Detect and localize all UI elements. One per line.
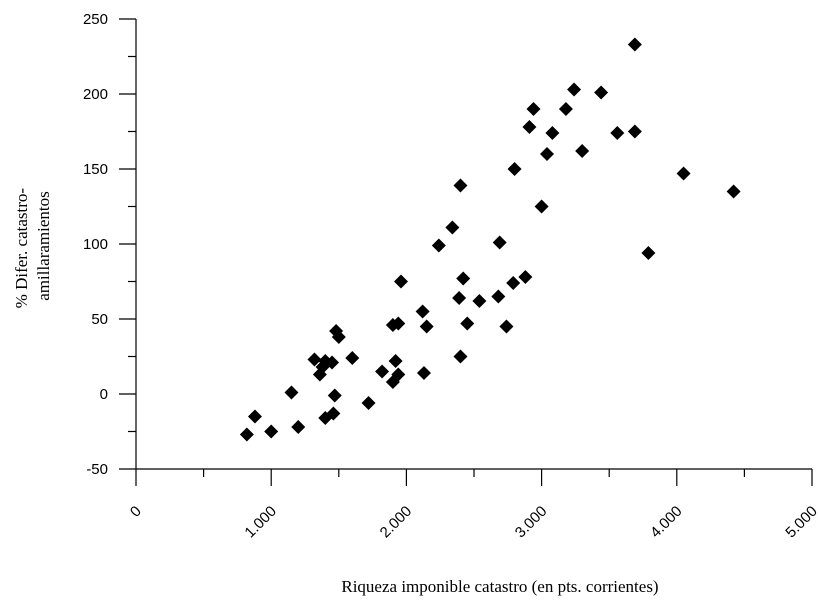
data-point bbox=[627, 124, 642, 139]
data-point bbox=[325, 355, 340, 370]
data-point bbox=[415, 304, 430, 319]
y-tick-label: 100 bbox=[83, 236, 108, 253]
data-point bbox=[453, 349, 468, 364]
y-tick-label: 0 bbox=[100, 386, 108, 403]
data-point bbox=[345, 351, 360, 365]
data-point bbox=[393, 274, 408, 289]
x-tick-label: 1.000 bbox=[241, 503, 280, 542]
data-point bbox=[431, 238, 446, 253]
data-point bbox=[610, 126, 625, 140]
data-point bbox=[388, 354, 403, 368]
data-point bbox=[558, 102, 573, 116]
y-tick-label: -50 bbox=[86, 461, 108, 478]
x-tick-label: 3.000 bbox=[512, 503, 551, 542]
data-point bbox=[594, 85, 609, 100]
y-tick-label: 200 bbox=[83, 86, 108, 103]
x-tick-label: 0 bbox=[127, 503, 145, 521]
data-point bbox=[307, 352, 322, 367]
data-point bbox=[522, 120, 537, 134]
data-point bbox=[391, 367, 406, 382]
data-point bbox=[264, 424, 279, 439]
x-tick-label: 5.000 bbox=[782, 503, 818, 542]
data-point bbox=[419, 319, 434, 334]
data-point bbox=[247, 409, 262, 424]
data-point bbox=[452, 291, 467, 305]
x-axis-title: Riqueza imponible catastro (en pts. corr… bbox=[341, 577, 658, 596]
y-tick-label: 50 bbox=[91, 311, 108, 328]
x-tick-label: 4.000 bbox=[647, 503, 686, 542]
data-point bbox=[540, 147, 555, 161]
data-point bbox=[361, 396, 376, 410]
data-point bbox=[518, 270, 533, 284]
x-tick-label: 2.000 bbox=[377, 503, 416, 542]
y-axis-title-line-1: % Difer. catastro- bbox=[12, 188, 31, 309]
data-point bbox=[239, 427, 254, 442]
y-tick-label: 150 bbox=[83, 161, 108, 178]
y-axis-ticks: -50 0 50 100 150 200 250 bbox=[83, 11, 136, 478]
data-point bbox=[526, 102, 541, 116]
y-tick-label: 250 bbox=[83, 11, 108, 28]
data-point bbox=[492, 235, 507, 250]
data-point bbox=[676, 166, 691, 181]
y-axis-title: % Difer. catastro- amillaramientos bbox=[12, 184, 53, 309]
data-point bbox=[291, 420, 306, 434]
data-point bbox=[499, 319, 514, 334]
data-point bbox=[456, 271, 471, 286]
data-point bbox=[627, 37, 642, 52]
data-point bbox=[326, 406, 341, 421]
data-point bbox=[453, 178, 468, 193]
data-point bbox=[507, 162, 522, 176]
data-point bbox=[575, 144, 590, 158]
data-point bbox=[445, 220, 460, 235]
data-point bbox=[726, 184, 741, 199]
data-point bbox=[327, 388, 342, 403]
data-point bbox=[375, 364, 390, 379]
data-point bbox=[460, 316, 475, 331]
data-point bbox=[491, 289, 506, 304]
y-axis-title-line-2: amillaramientos bbox=[34, 191, 53, 301]
data-point bbox=[506, 276, 521, 290]
data-point bbox=[331, 330, 346, 344]
data-point bbox=[416, 366, 431, 380]
data-point bbox=[567, 82, 582, 97]
data-point bbox=[284, 385, 299, 400]
data-point bbox=[534, 199, 549, 214]
data-point bbox=[545, 126, 560, 140]
data-point bbox=[391, 316, 406, 331]
data-point bbox=[641, 246, 656, 260]
data-point bbox=[472, 294, 487, 308]
data-points bbox=[239, 37, 741, 442]
axes bbox=[135, 19, 812, 470]
x-axis-ticks: 0 1.000 2.000 3.000 4.000 5.000 bbox=[127, 469, 818, 541]
